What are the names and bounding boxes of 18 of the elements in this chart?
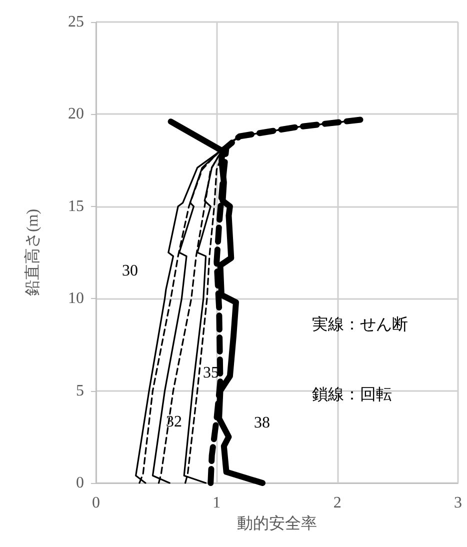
- annotation: 35: [203, 364, 219, 382]
- annotation: 38: [254, 414, 270, 432]
- y-tick-label: 25: [68, 14, 84, 30]
- x-tick-label: 3: [454, 494, 462, 512]
- x-tick-label: 0: [92, 494, 100, 512]
- annotation: 32: [166, 414, 182, 430]
- annotation: 鎖線：回転: [312, 386, 392, 404]
- y-tick-label: 20: [68, 106, 84, 123]
- annotation: 30: [122, 262, 138, 280]
- x-axis-title: 動的安全率: [237, 514, 317, 532]
- y-tick-label: 5: [76, 382, 84, 400]
- y-tick-label: 0: [76, 474, 84, 492]
- y-tick-label: 10: [68, 290, 84, 308]
- x-tick-label: 2: [333, 494, 342, 512]
- x-tick-label: 1: [212, 494, 221, 512]
- annotation: 実線：せん断: [312, 316, 408, 334]
- y-axis-title: 鉛直高さ(m): [24, 208, 42, 296]
- y-tick-label: 15: [68, 198, 84, 215]
